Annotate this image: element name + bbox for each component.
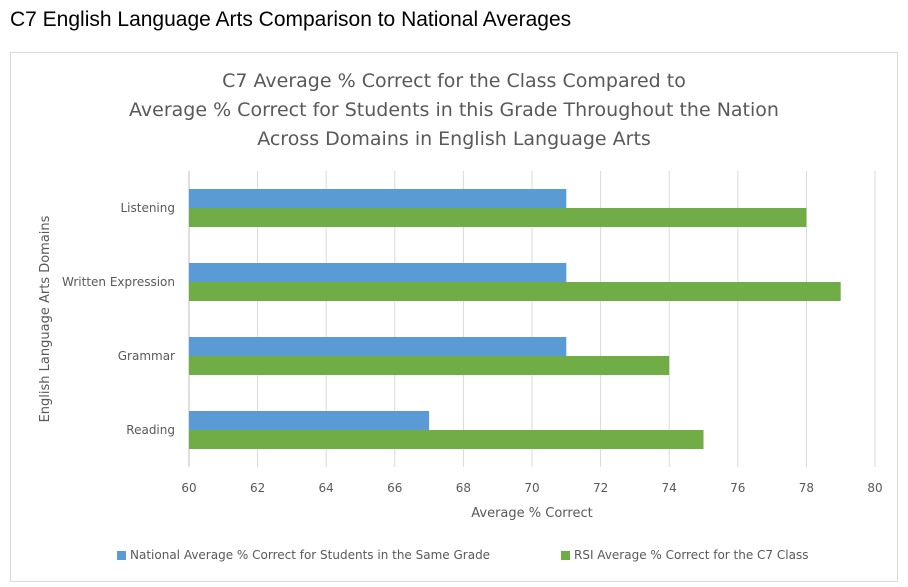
legend-swatch-rsi bbox=[561, 550, 570, 560]
x-axis-title: Average % Correct bbox=[471, 506, 592, 521]
bar-grammar-series-2 bbox=[189, 356, 670, 375]
x-tick-label-78: 78 bbox=[799, 481, 814, 495]
x-tick-label-72: 72 bbox=[593, 481, 608, 495]
y-axis-title: English Language Arts Domains bbox=[38, 215, 53, 422]
x-tick-label-80: 80 bbox=[867, 481, 882, 495]
bar-listening-series-1 bbox=[189, 189, 567, 208]
bar-reading-series-2 bbox=[189, 430, 704, 449]
legend-swatch-national bbox=[117, 550, 126, 560]
page-heading: C7 English Language Arts Comparison to N… bbox=[10, 8, 572, 31]
x-tick-label-60: 60 bbox=[181, 481, 196, 495]
chart-title: C7 Average % Correct for the Class Compa… bbox=[11, 67, 897, 154]
x-tick-label-66: 66 bbox=[387, 481, 402, 495]
legend-item-national: National Average % Correct for Students … bbox=[117, 548, 490, 562]
x-tick-label-62: 62 bbox=[250, 481, 265, 495]
chart-title-line-2: Average % Correct for Students in this G… bbox=[129, 99, 779, 121]
x-tick-label-64: 64 bbox=[319, 481, 334, 495]
x-tick-label-76: 76 bbox=[730, 481, 745, 495]
legend-label-national: National Average % Correct for Students … bbox=[130, 548, 491, 562]
y-tick-label-reading: Reading bbox=[126, 423, 175, 437]
y-tick-label-listening: Listening bbox=[120, 201, 175, 215]
chart-frame: C7 Average % Correct for the Class Compa… bbox=[10, 52, 898, 582]
x-tick-label-74: 74 bbox=[662, 481, 677, 495]
bar-reading-series-1 bbox=[189, 411, 430, 430]
chart-title-line-1: C7 Average % Correct for the Class Compa… bbox=[222, 70, 686, 92]
bar-grammar-series-1 bbox=[189, 337, 567, 356]
legend-label-rsi: RSI Average % Correct for the C7 Class bbox=[574, 548, 809, 562]
chart-title-line-3: Across Domains in English Language Arts bbox=[257, 128, 651, 150]
chart-legend: National Average % Correct for Students … bbox=[0, 548, 908, 568]
bar-written-expression-series-1 bbox=[189, 263, 567, 282]
bar-written-expression-series-2 bbox=[189, 282, 841, 301]
x-tick-label-68: 68 bbox=[456, 481, 471, 495]
y-tick-label-written-expression: Written Expression bbox=[62, 275, 175, 289]
y-tick-label-grammar: Grammar bbox=[118, 349, 175, 363]
bar-listening-series-2 bbox=[189, 208, 807, 227]
legend-item-rsi: RSI Average % Correct for the C7 Class bbox=[561, 548, 808, 562]
x-tick-label-70: 70 bbox=[524, 481, 539, 495]
